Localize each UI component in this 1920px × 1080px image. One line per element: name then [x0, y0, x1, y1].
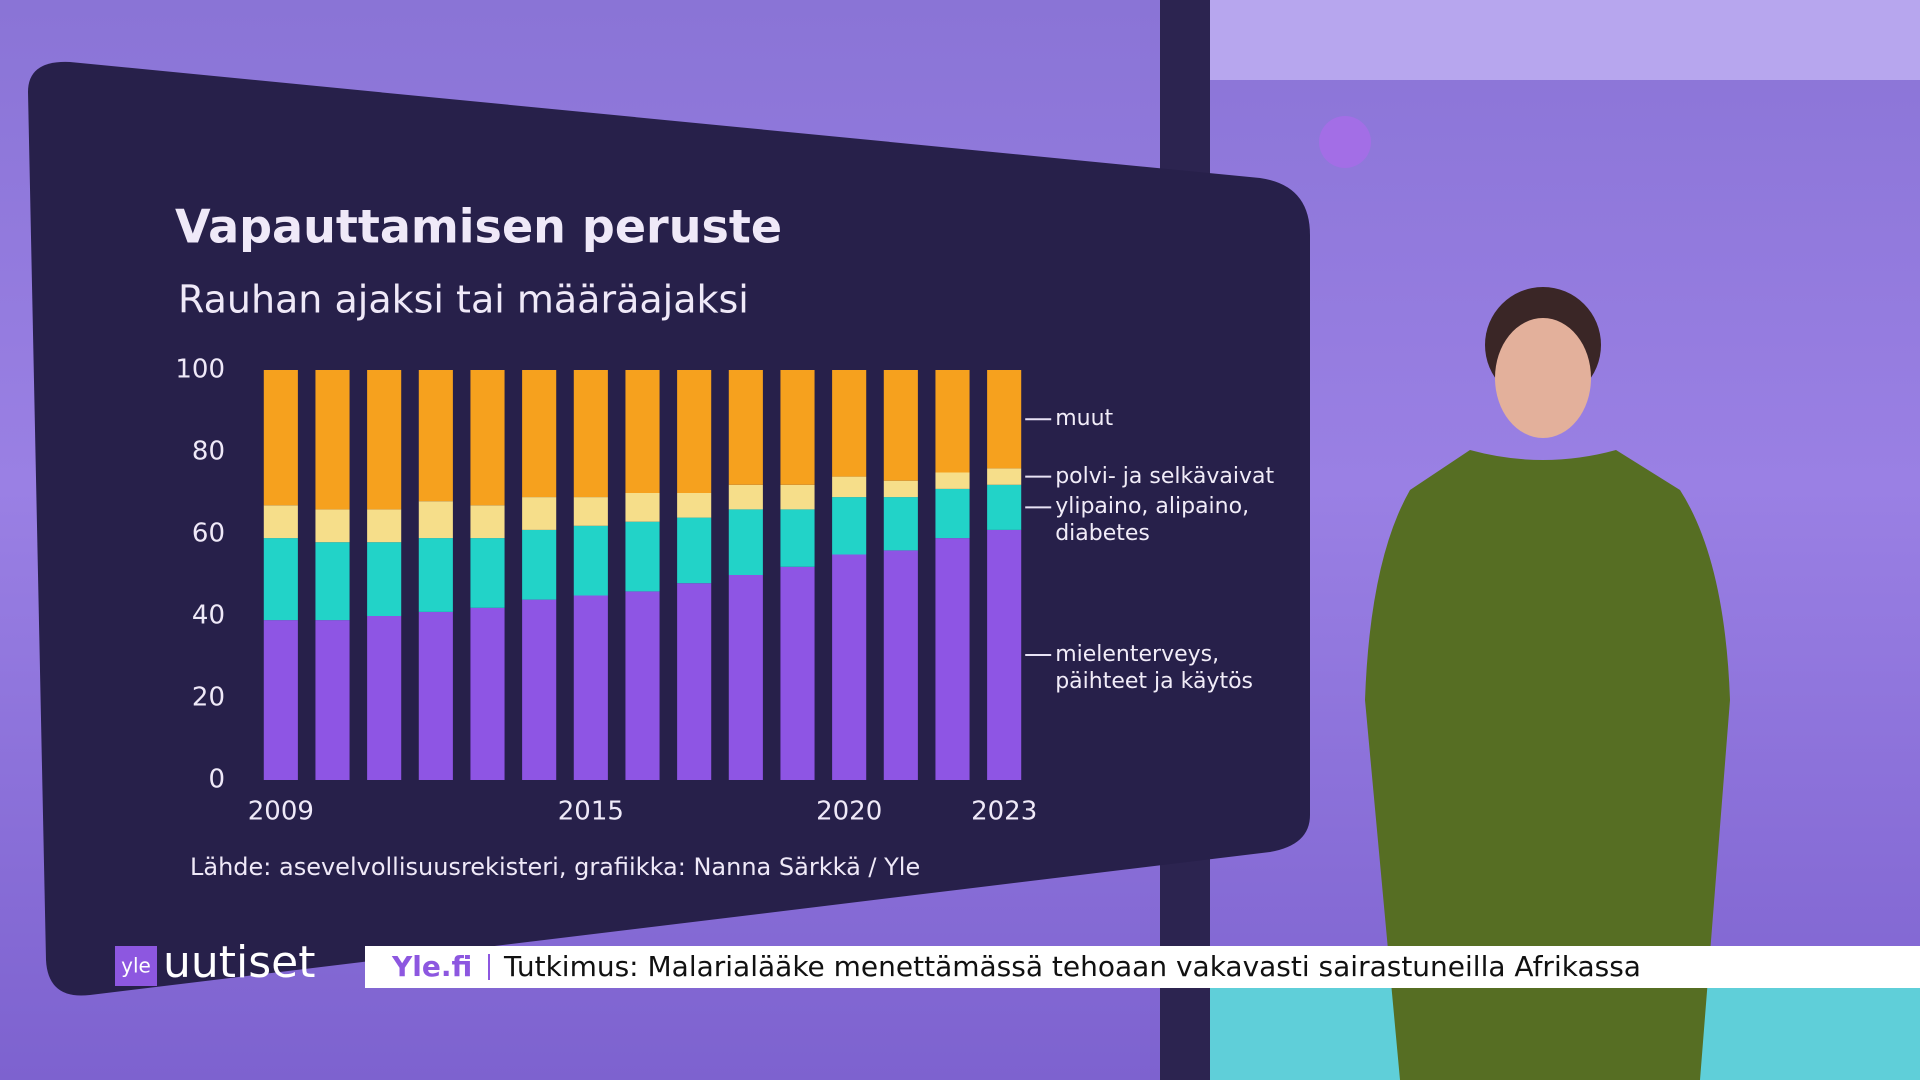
bar-segment	[418, 501, 453, 539]
y-tick-label: 80	[192, 437, 225, 467]
bar-segment	[677, 370, 712, 493]
deco-dot	[1319, 116, 1371, 168]
bar-segment	[987, 468, 1022, 485]
brand-text: uutiset	[163, 937, 316, 988]
bar-segment	[677, 517, 712, 584]
bar-segment	[470, 370, 505, 506]
bar-segment	[470, 505, 505, 539]
bar-segment	[883, 480, 918, 498]
bar-segment	[418, 611, 453, 780]
bar-segment	[418, 370, 453, 502]
presenter-dress	[1365, 450, 1730, 1080]
bar-segment	[780, 370, 815, 485]
bar-segment	[935, 472, 970, 489]
bar-segment	[263, 538, 298, 621]
bar-segment	[935, 538, 970, 780]
bar-segment	[367, 616, 402, 780]
bar-segment	[780, 509, 815, 567]
bar-segment	[263, 505, 298, 539]
legend-label: mielenterveys, päihteet ja käytös	[1055, 641, 1254, 694]
legend-label: muut	[1055, 406, 1114, 432]
bar-segment	[470, 607, 505, 780]
bar-segment	[367, 542, 402, 616]
bar-segment	[780, 484, 815, 510]
bar-segment	[832, 497, 867, 555]
x-tick-label: 2009	[248, 797, 314, 827]
bar-segment	[780, 566, 815, 780]
chart-subtitle: Rauhan ajaksi tai määräajaksi	[178, 278, 749, 322]
y-tick-label: 40	[192, 601, 225, 631]
bar-segment	[935, 488, 970, 539]
bar-segment	[315, 620, 350, 780]
bar-segment	[728, 575, 763, 780]
bar-segment	[728, 509, 763, 575]
bar-segment	[315, 509, 350, 543]
bar-segment	[522, 497, 557, 530]
bar-segment	[832, 554, 867, 780]
bar-segment	[935, 370, 970, 473]
bar-segment	[315, 370, 350, 510]
y-tick-label: 100	[175, 355, 225, 385]
bar-segment	[573, 595, 608, 780]
logo-text: yle	[121, 954, 151, 978]
bar-segment	[573, 370, 608, 498]
bar-segment	[522, 529, 557, 600]
x-tick-label: 2023	[971, 797, 1037, 827]
y-tick-label: 20	[192, 683, 225, 713]
bar-segment	[263, 620, 298, 780]
bar-segment	[987, 484, 1022, 530]
studio-wall	[1210, 0, 1920, 80]
ticker-bar	[365, 946, 1920, 988]
bar-segment	[883, 370, 918, 481]
bar-segment	[728, 370, 763, 485]
bar-segment	[987, 370, 1022, 469]
ticker-site: Yle.fi	[391, 950, 472, 983]
bar-segment	[625, 591, 660, 780]
bar-segment	[573, 525, 608, 596]
bar-segment	[987, 529, 1022, 780]
bar-segment	[470, 538, 505, 608]
logo-box	[115, 946, 157, 986]
bar-segment	[367, 509, 402, 543]
x-tick-label: 2015	[558, 797, 624, 827]
bar-segment	[677, 493, 712, 518]
y-tick-label: 60	[192, 519, 225, 549]
legend-label: polvi- ja selkävaivat	[1055, 463, 1275, 489]
bar-segment	[573, 497, 608, 526]
bar-segment	[315, 542, 350, 621]
bar-segment	[883, 497, 918, 551]
bar-segment	[728, 484, 763, 510]
bar-segment	[883, 550, 918, 780]
bar-segment	[677, 583, 712, 780]
bar-segment	[832, 476, 867, 498]
bar-segment	[625, 521, 660, 592]
bar-segment	[367, 370, 402, 510]
bar-segment	[522, 599, 557, 780]
bar-segment	[263, 370, 298, 506]
bar-segment	[625, 493, 660, 522]
bar-segment	[832, 370, 867, 477]
presenter-face	[1495, 318, 1591, 438]
y-tick-label: 0	[208, 765, 225, 795]
legend-label: ylipaino, alipaino, diabetes	[1055, 494, 1250, 547]
bar-segment	[522, 370, 557, 498]
x-tick-label: 2020	[816, 797, 882, 827]
ticker-headline: Tutkimus: Malarialääke menettämässä teho…	[503, 950, 1641, 983]
bar-segment	[625, 370, 660, 493]
bar-segment	[418, 538, 453, 612]
chart-title: Vapauttamisen peruste	[175, 200, 782, 254]
chart-source: Lähde: asevelvollisuusrekisteri, grafiik…	[190, 853, 920, 881]
